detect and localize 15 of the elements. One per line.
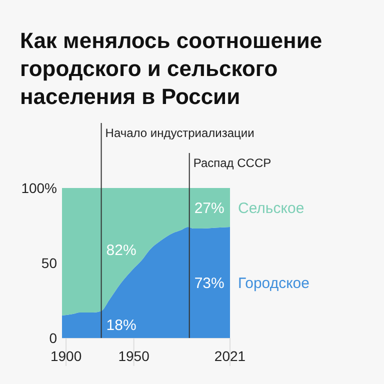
annotation: 18% [106,316,136,334]
x-tick-label: 1950 [118,348,150,364]
ref-line-label: Распад СССР [193,156,272,170]
y-tick-label: 0 [49,330,58,346]
series-label: Сельское [238,200,304,217]
y-tick-label: 50 [41,254,58,271]
ref-line-label: Начало индустриализации [105,126,254,140]
annotation: 82% [106,242,136,259]
y-tick-label: 100% [21,180,57,196]
chart-title: Как менялось соотношение городского и сельского населения в России [20,28,322,109]
x-tick-label: 1900 [50,348,82,364]
series-label: Городское [238,274,310,292]
x-tick-label: 2021 [214,348,246,364]
annotation: 73% [194,274,224,292]
annotation: 27% [194,200,224,217]
